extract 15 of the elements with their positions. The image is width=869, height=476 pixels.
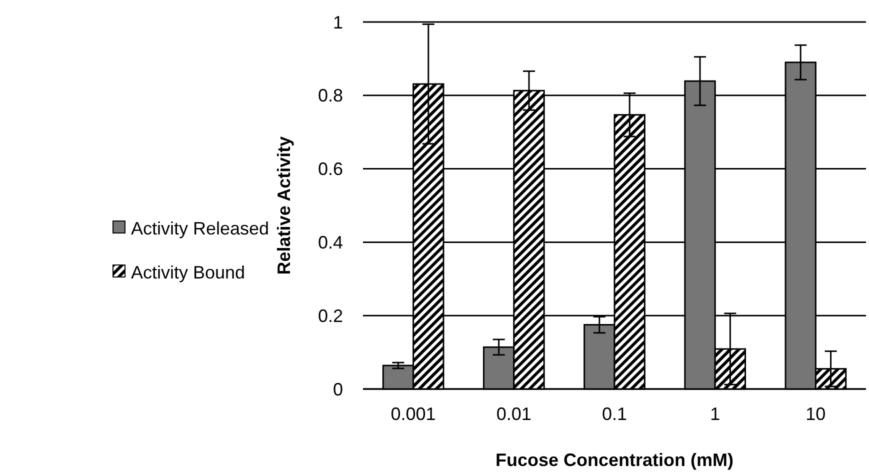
y-tick-label: 0.6 [318, 159, 343, 180]
x-tick-label: 1 [710, 404, 720, 424]
y-axis-title: Relative Activity [274, 136, 294, 275]
y-tick-label: 1 [332, 12, 343, 32]
y-tick-label: 0 [332, 379, 343, 400]
y-tick-label: 0.2 [318, 306, 343, 326]
legend-label: Activity Bound [131, 262, 246, 282]
y-tick-label: 0.4 [318, 232, 343, 252]
x-tick-label: 0.01 [496, 404, 532, 424]
x-axis-title: Fucose Concentration (mM) [495, 450, 734, 470]
x-tick-label: 0.001 [390, 404, 436, 424]
y-tick-label: 0.8 [318, 86, 343, 106]
legend-label: Activity Released [131, 218, 270, 238]
x-tick-label: 0.1 [602, 404, 628, 424]
x-tick-label: 10 [806, 404, 826, 424]
